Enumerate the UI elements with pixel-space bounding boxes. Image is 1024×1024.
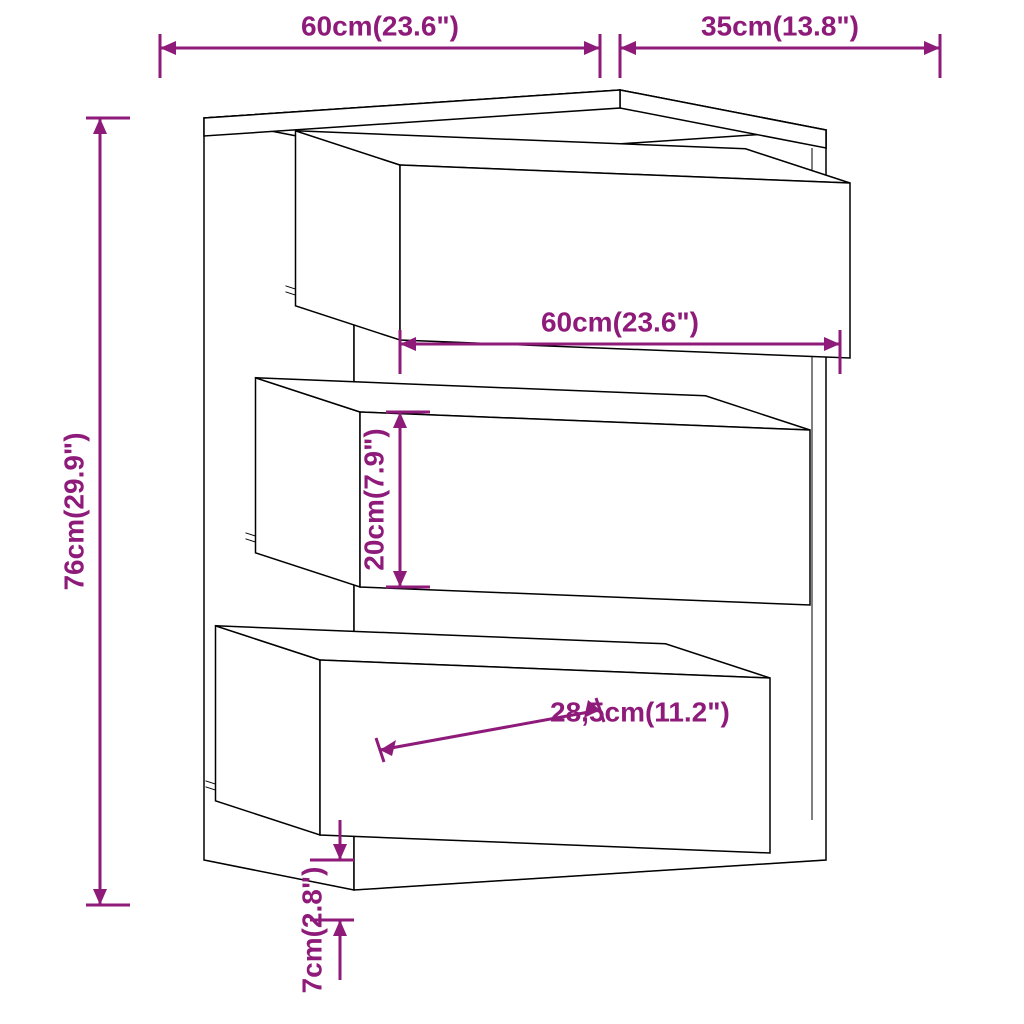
svg-text:7cm(2.8"): 7cm(2.8") [296,867,327,994]
drawer-3 [206,626,771,853]
drawer-2 [246,378,811,605]
svg-text:20cm(7.9"): 20cm(7.9") [358,428,389,570]
furniture-diagram [204,90,850,890]
svg-text:35cm(13.8"): 35cm(13.8") [701,10,859,41]
svg-text:60cm(23.6"): 60cm(23.6") [301,10,459,41]
svg-text:60cm(23.6"): 60cm(23.6") [541,306,699,337]
svg-text:28,5cm(11.2"): 28,5cm(11.2") [550,696,730,727]
svg-text:76cm(29.9"): 76cm(29.9") [58,432,89,590]
dimension [86,118,130,905]
